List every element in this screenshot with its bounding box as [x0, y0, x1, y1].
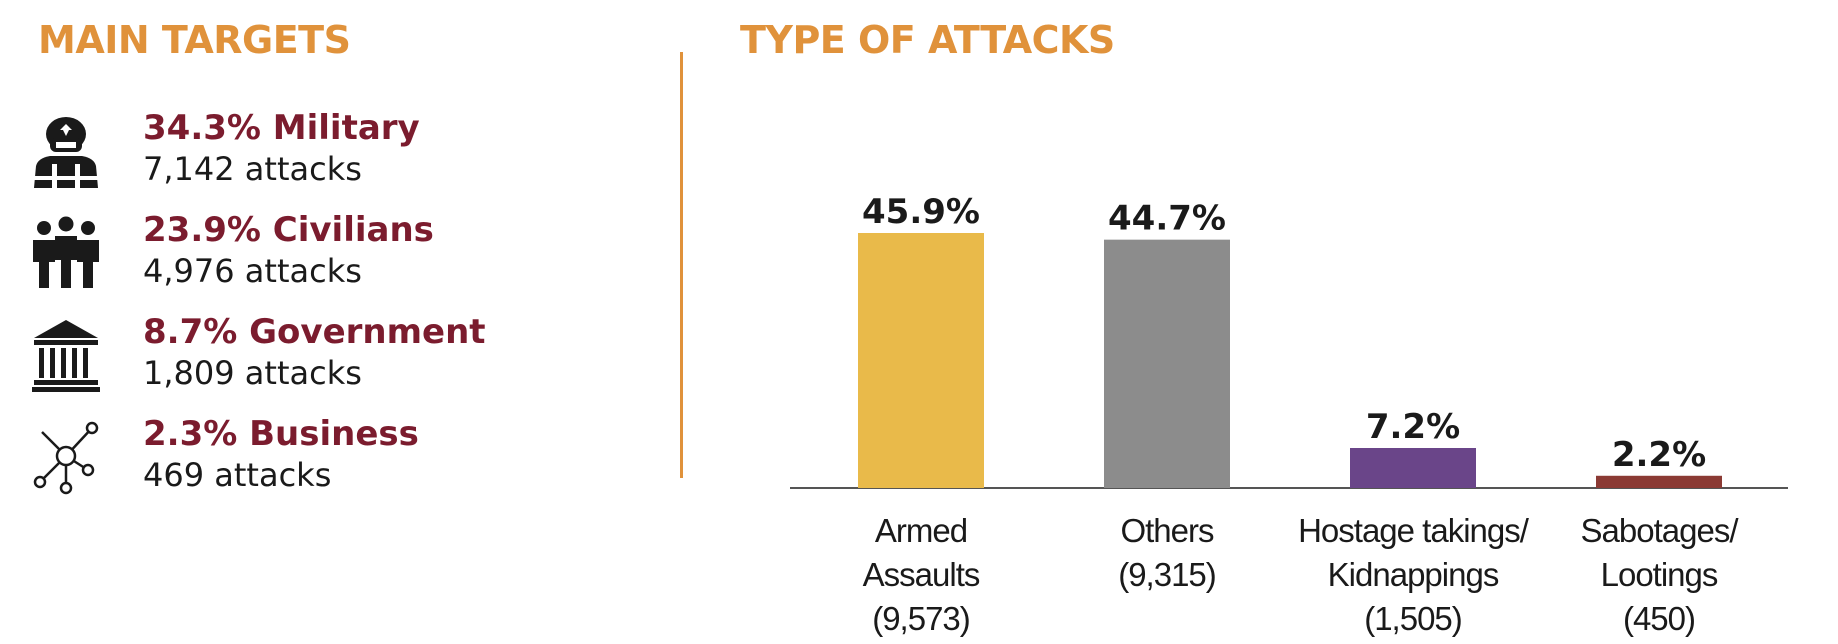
category-label: Sabotages/	[1581, 512, 1740, 549]
target-government: 8.7% Government 1,809 attacks	[30, 312, 630, 404]
category-label: Kidnappings	[1328, 556, 1499, 593]
category-label: Others	[1120, 512, 1214, 549]
bar-value-label: 7.2%	[1366, 407, 1460, 447]
category-label: Armed	[875, 512, 967, 549]
business-network-icon	[30, 418, 102, 496]
category-label: (9,573)	[872, 600, 970, 637]
bar	[1350, 448, 1476, 488]
target-civilians: 23.9% Civilians 4,976 attacks	[30, 210, 630, 302]
target-military: 34.3% Military 7,142 attacks	[30, 108, 630, 200]
category-label: Lootings	[1601, 556, 1718, 593]
target-business: 2.3% Business 469 attacks	[30, 414, 630, 506]
target-title: 8.7% Government	[143, 312, 486, 352]
bar-value-label: 44.7%	[1108, 199, 1226, 239]
soldier-icon	[30, 112, 102, 190]
category-label: Hostage takings/	[1298, 512, 1530, 549]
bar-value-label: 45.9%	[862, 192, 980, 232]
category-label: (450)	[1623, 600, 1695, 637]
civilians-icon	[30, 214, 102, 292]
target-count: 1,809 attacks	[143, 354, 362, 392]
target-title: 2.3% Business	[143, 414, 419, 454]
category-label: (9,315)	[1118, 556, 1216, 593]
main-targets-heading: MAIN TARGETS	[38, 18, 351, 62]
bar-value-label: 2.2%	[1612, 435, 1706, 475]
target-count: 469 attacks	[143, 456, 332, 494]
type-of-attacks-heading: TYPE OF ATTACKS	[740, 18, 1115, 62]
target-count: 4,976 attacks	[143, 252, 362, 290]
bar	[1596, 475, 1722, 488]
bar	[1104, 239, 1230, 488]
government-building-icon	[30, 316, 102, 394]
bar	[858, 233, 984, 488]
category-label: (1,505)	[1364, 600, 1462, 637]
target-title: 34.3% Military	[143, 108, 420, 148]
section-divider	[680, 52, 683, 478]
target-count: 7,142 attacks	[143, 150, 362, 188]
target-title: 23.9% Civilians	[143, 210, 434, 250]
category-label: Assaults	[863, 556, 980, 593]
